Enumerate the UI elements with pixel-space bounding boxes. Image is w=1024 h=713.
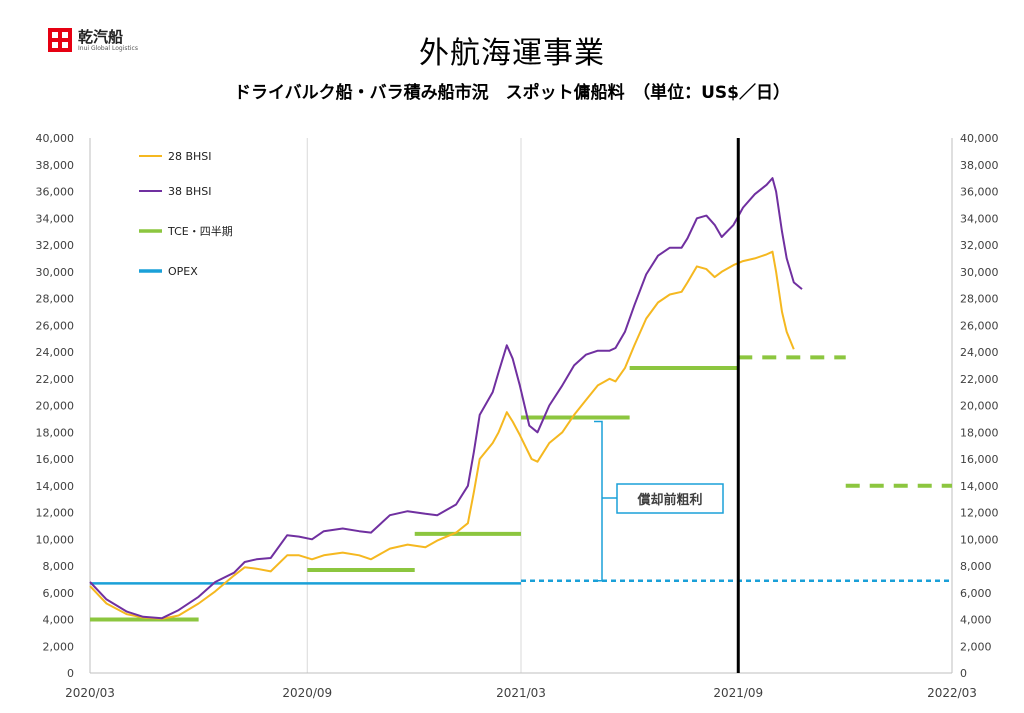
y-tick-label-right: 6,000 (960, 587, 992, 600)
y-tick-label-right: 14,000 (960, 480, 999, 493)
x-tick-label: 2021/09 (713, 686, 763, 700)
gross-profit-bracket (594, 420, 603, 582)
legend-label: OPEX (168, 265, 198, 278)
y-tick-label-left: 28,000 (36, 293, 75, 306)
y-tick-label-left: 14,000 (36, 480, 75, 493)
y-tick-label-right: 40,000 (960, 132, 999, 145)
y-tick-label-right: 18,000 (960, 426, 999, 439)
legend-label: TCE・四半期 (167, 224, 233, 238)
y-tick-label-left: 12,000 (36, 507, 75, 520)
logo-name: 乾汽船 (78, 28, 124, 46)
y-tick-label-right: 12,000 (960, 507, 999, 520)
logo-mark-icon (48, 28, 72, 52)
page-title: 外航海運事業 (419, 36, 605, 71)
y-tick-label-left: 30,000 (36, 266, 75, 279)
y-tick-label-right: 24,000 (960, 346, 999, 359)
y-tick-label-left: 20,000 (36, 400, 75, 413)
y-tick-label-left: 4,000 (43, 614, 75, 627)
x-tick-label: 2022/03 (927, 686, 977, 700)
y-tick-label-right: 4,000 (960, 614, 992, 627)
y-tick-label-left: 34,000 (36, 212, 75, 225)
y-tick-label-right: 30,000 (960, 266, 999, 279)
y-tick-label-right: 26,000 (960, 319, 999, 332)
y-tick-label-right: 0 (960, 667, 967, 680)
bhsi-28-line (89, 250, 795, 620)
company-logo: 乾汽船 Inui Global Logistics (48, 26, 148, 56)
y-tick-label-left: 38,000 (36, 159, 75, 172)
y-tick-label-right: 34,000 (960, 212, 999, 225)
y-tick-label-right: 16,000 (960, 453, 999, 466)
page-subtitle: ドライバルク船・バラ積み船市況 スポット傭船料 （単位：US$／日） (233, 83, 791, 103)
bhsi-38-line (89, 177, 803, 620)
y-tick-label-right: 36,000 (960, 186, 999, 199)
y-tick-label-right: 38,000 (960, 159, 999, 172)
y-tick-label-left: 0 (67, 667, 74, 680)
legend-label: 38 BHSI (168, 185, 212, 198)
y-tick-label-left: 32,000 (36, 239, 75, 252)
legend-label: 28 BHSI (168, 150, 212, 163)
x-tick-label: 2020/09 (282, 686, 332, 700)
x-tick-label: 2020/03 (65, 686, 115, 700)
gross-profit-callout-box (616, 483, 724, 514)
logo-subtext: Inui Global Logistics (78, 45, 138, 52)
y-tick-label-left: 2,000 (43, 640, 75, 653)
x-tick-label: 2021/03 (496, 686, 546, 700)
y-tick-label-left: 10,000 (36, 533, 75, 546)
y-tick-label-right: 10,000 (960, 533, 999, 546)
y-tick-label-left: 22,000 (36, 373, 75, 386)
y-tick-label-left: 16,000 (36, 453, 75, 466)
y-tick-label-left: 24,000 (36, 346, 75, 359)
y-tick-label-left: 40,000 (36, 132, 75, 145)
y-tick-label-right: 20,000 (960, 400, 999, 413)
y-tick-label-left: 8,000 (43, 560, 75, 573)
y-tick-label-left: 6,000 (43, 587, 75, 600)
y-tick-label-left: 26,000 (36, 319, 75, 332)
y-tick-label-right: 32,000 (960, 239, 999, 252)
y-tick-label-right: 22,000 (960, 373, 999, 386)
y-tick-label-left: 18,000 (36, 426, 75, 439)
y-tick-label-right: 2,000 (960, 640, 992, 653)
gross-profit-callout-label: 償却前粗利 (636, 492, 702, 508)
y-tick-label-right: 8,000 (960, 560, 992, 573)
y-tick-label-left: 36,000 (36, 186, 75, 199)
y-tick-label-right: 28,000 (960, 293, 999, 306)
